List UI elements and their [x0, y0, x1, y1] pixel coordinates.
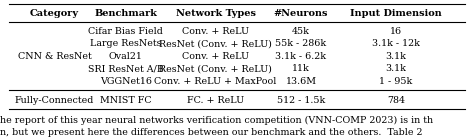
Text: 13.6M: 13.6M — [285, 77, 317, 86]
Text: Conv. + ReLU + MaxPool: Conv. + ReLU + MaxPool — [155, 77, 277, 86]
Text: Large ResNets: Large ResNets — [90, 39, 161, 48]
Text: Benchmark: Benchmark — [94, 9, 157, 18]
Text: 3.1k: 3.1k — [385, 64, 406, 73]
Text: Category: Category — [30, 9, 79, 18]
Text: 784: 784 — [387, 96, 405, 105]
Text: 3.1k - 6.2k: 3.1k - 6.2k — [275, 52, 327, 61]
Text: SRI ResNet A/B: SRI ResNet A/B — [88, 64, 164, 73]
Text: 45k: 45k — [292, 27, 310, 36]
Text: FC. + ReLU: FC. + ReLU — [187, 96, 244, 105]
Text: 512 - 1.5k: 512 - 1.5k — [277, 96, 325, 105]
Text: 55k - 286k: 55k - 286k — [275, 39, 327, 48]
Text: n, but we present here the differences between our benchmark and the others.  Ta: n, but we present here the differences b… — [0, 128, 422, 137]
Text: Fully-Connected: Fully-Connected — [15, 96, 94, 105]
Text: Conv. + ReLU: Conv. + ReLU — [182, 52, 249, 61]
Text: 3.1k - 12k: 3.1k - 12k — [372, 39, 420, 48]
Text: Cifar Bias Field: Cifar Bias Field — [88, 27, 163, 36]
Text: Conv. + ReLU: Conv. + ReLU — [182, 27, 249, 36]
Text: 11k: 11k — [292, 64, 310, 73]
Text: Oval21: Oval21 — [109, 52, 143, 61]
Text: CNN & ResNet: CNN & ResNet — [18, 52, 91, 61]
Text: VGGNet16: VGGNet16 — [100, 77, 152, 86]
Text: #Neurons: #Neurons — [274, 9, 328, 18]
Text: 16: 16 — [390, 27, 402, 36]
Text: 3.1k: 3.1k — [385, 52, 406, 61]
Text: ResNet (Conv. + ReLU): ResNet (Conv. + ReLU) — [159, 39, 272, 48]
Text: MNIST FC: MNIST FC — [100, 96, 151, 105]
Text: ResNet (Conv. + ReLU): ResNet (Conv. + ReLU) — [159, 64, 272, 73]
Text: Input Dimension: Input Dimension — [350, 9, 442, 18]
Text: Network Types: Network Types — [176, 9, 255, 18]
Text: he report of this year neural networks verification competition (VNN-COMP 2023) : he report of this year neural networks v… — [0, 116, 433, 125]
Text: 1 - 95k: 1 - 95k — [379, 77, 412, 86]
